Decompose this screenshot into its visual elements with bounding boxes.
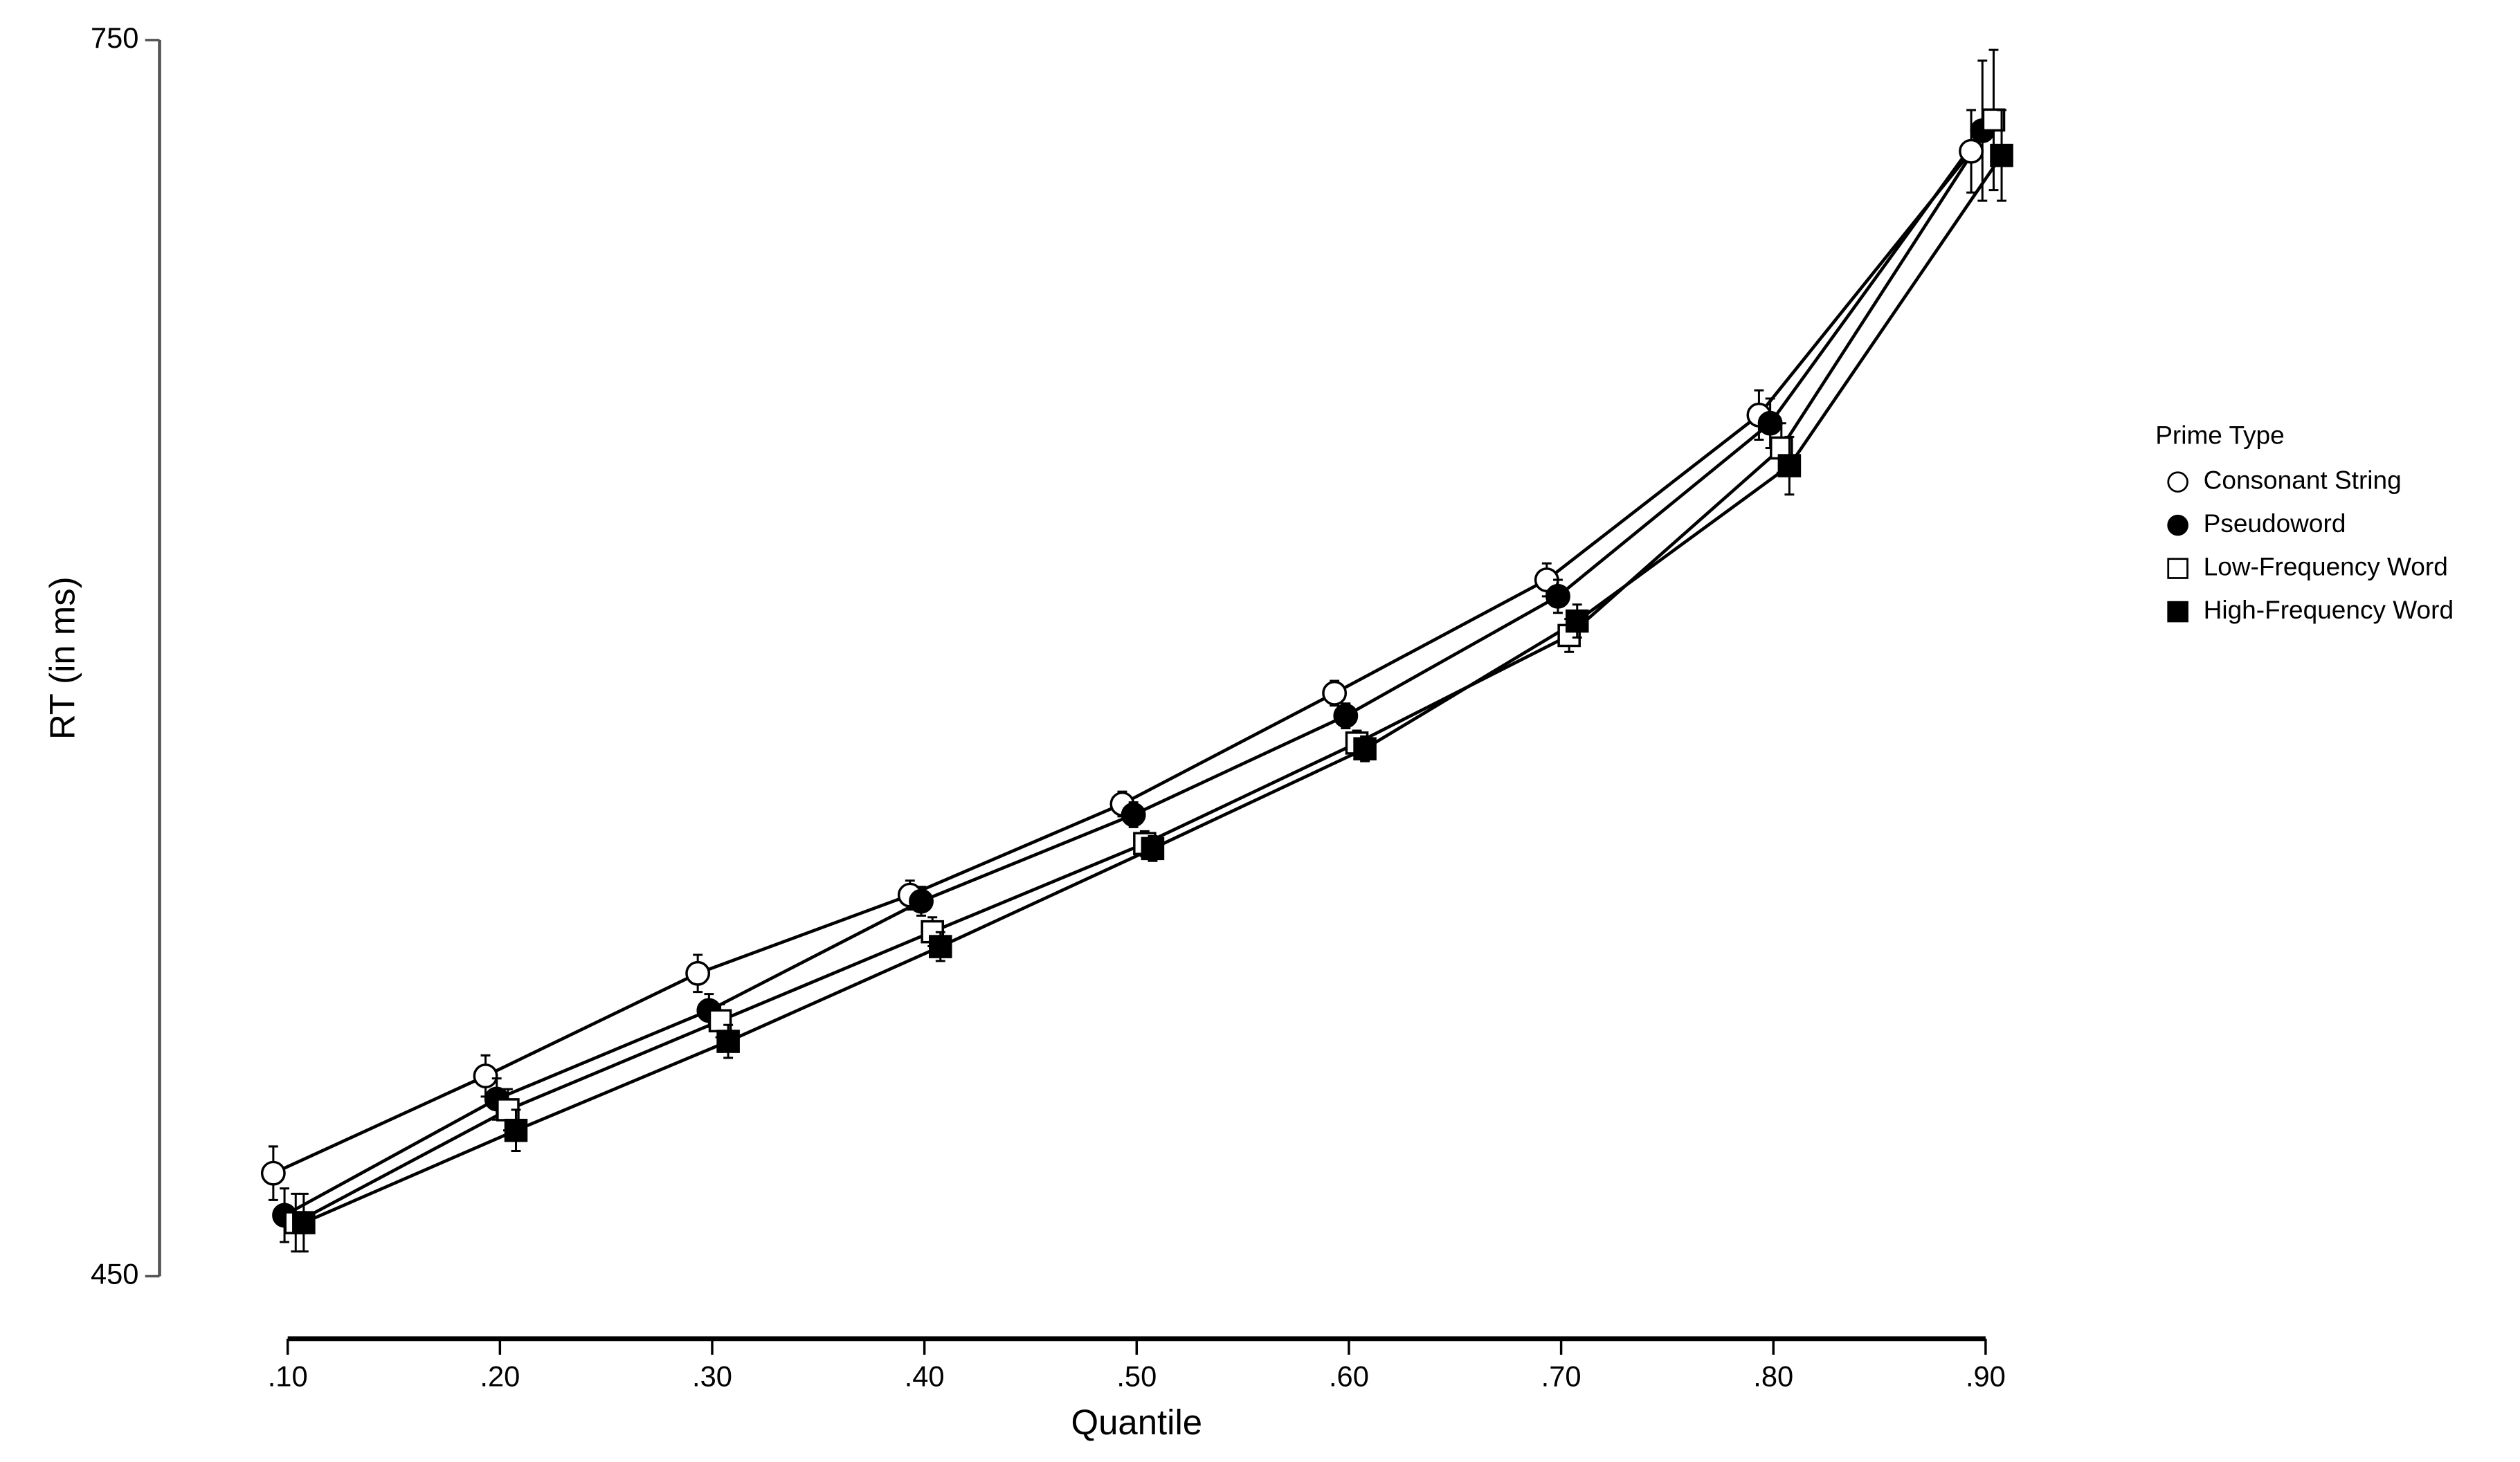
legend-marker bbox=[2167, 558, 2188, 579]
marker bbox=[473, 1063, 498, 1089]
marker bbox=[1545, 583, 1570, 609]
y-tick-label: 450 bbox=[91, 1258, 138, 1290]
x-tick-label: .50 bbox=[1116, 1360, 1157, 1393]
y-axis-title: RT (in ms) bbox=[42, 576, 82, 740]
marker bbox=[1322, 680, 1348, 706]
x-tick-label: .10 bbox=[268, 1360, 308, 1393]
legend-label: Pseudoword bbox=[2204, 509, 2346, 538]
marker bbox=[1353, 737, 1377, 760]
x-tick-label: .40 bbox=[905, 1360, 945, 1393]
marker bbox=[1777, 454, 1802, 477]
x-tick-label: .90 bbox=[1966, 1360, 2006, 1393]
x-tick-label: .60 bbox=[1329, 1360, 1369, 1393]
series-line bbox=[272, 150, 1973, 1175]
y-tick-label: 750 bbox=[91, 21, 138, 54]
legend-label: Low-Frequency Word bbox=[2204, 551, 2448, 581]
x-axis-title: Quantile bbox=[1071, 1402, 1202, 1442]
marker bbox=[716, 1030, 740, 1053]
x-tick-label: .20 bbox=[480, 1360, 520, 1393]
series-line bbox=[302, 154, 2003, 1225]
marker bbox=[1141, 837, 1165, 861]
legend-label: High-Frequency Word bbox=[2204, 595, 2454, 624]
legend-label: Consonant String bbox=[2204, 465, 2402, 494]
x-tick-label: .70 bbox=[1541, 1360, 1581, 1393]
marker bbox=[1565, 609, 1589, 633]
marker bbox=[1990, 143, 2013, 167]
legend-title: Prime Type bbox=[2155, 421, 2285, 450]
marker bbox=[685, 960, 711, 986]
marker bbox=[260, 1160, 286, 1186]
marker bbox=[929, 935, 952, 958]
legend-marker bbox=[2167, 601, 2188, 623]
marker bbox=[909, 888, 934, 914]
marker bbox=[504, 1118, 528, 1142]
x-tick-label: .80 bbox=[1753, 1360, 1793, 1393]
series-line bbox=[283, 129, 1984, 1217]
marker bbox=[1982, 108, 2006, 132]
series-line bbox=[295, 119, 1995, 1225]
marker bbox=[1121, 802, 1146, 828]
marker bbox=[292, 1211, 316, 1234]
marker bbox=[1333, 703, 1359, 729]
marker bbox=[1959, 138, 1984, 164]
x-tick-label: .30 bbox=[692, 1360, 732, 1393]
legend-marker bbox=[2167, 514, 2188, 536]
legend-marker bbox=[2167, 471, 2188, 493]
